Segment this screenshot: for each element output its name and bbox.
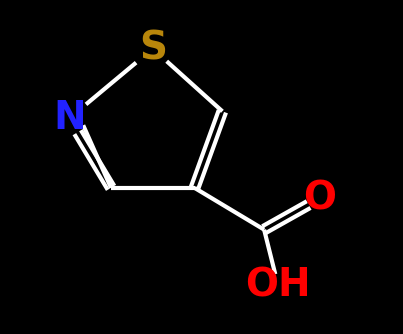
Text: S: S (139, 30, 167, 68)
Text: OH: OH (245, 266, 311, 304)
Text: O: O (303, 179, 336, 217)
Text: N: N (53, 99, 85, 137)
